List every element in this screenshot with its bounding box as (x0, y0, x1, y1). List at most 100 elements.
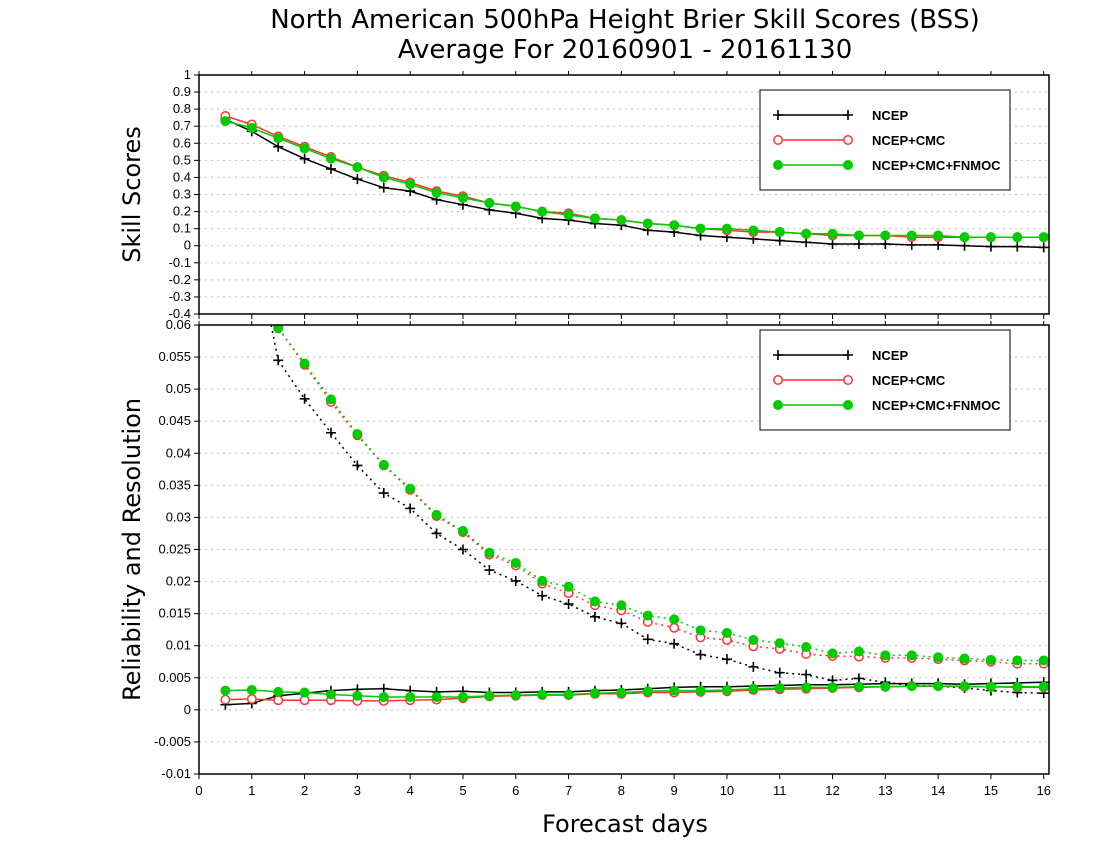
data-point (906, 650, 917, 661)
x-tick-label: 13 (878, 783, 892, 798)
data-point (695, 649, 706, 660)
data-point (933, 652, 944, 663)
data-point (220, 685, 231, 696)
data-point (906, 681, 917, 692)
x-tick-label: 15 (984, 783, 998, 798)
legend-marker (773, 350, 783, 360)
data-point (273, 695, 284, 706)
data-point (273, 141, 284, 152)
legend-label: NCEP (872, 108, 908, 123)
x-tick-label: 4 (407, 783, 414, 798)
legend-marker (843, 350, 853, 360)
data-point (827, 228, 838, 239)
data-point (484, 198, 495, 209)
data-point (721, 684, 732, 695)
data-point (510, 557, 521, 568)
data-point (299, 153, 310, 164)
y-tick-label: 0.055 (158, 349, 191, 364)
data-point (325, 394, 336, 405)
panel-1: -0.4 -0.3 -0.2 -0.1 0 0.1 0.2 0.3 0.4 0.5 0.6 0.7 0.… (118, 67, 1050, 321)
y-tick-label: 0.05 (166, 381, 191, 396)
data-point (589, 611, 600, 622)
y-tick-label: -0.4 (169, 306, 191, 321)
x-tick-label: 5 (459, 783, 466, 798)
y-tick-label: 0.8 (173, 101, 191, 116)
data-point (801, 237, 812, 248)
data-point (457, 525, 468, 536)
data-point (378, 172, 389, 183)
data-point (405, 692, 416, 703)
x-tick-label: 1 (248, 783, 255, 798)
y-axis-title: Skill Scores (118, 126, 146, 263)
data-point (721, 627, 732, 638)
data-point (299, 143, 310, 154)
data-point (537, 689, 548, 700)
data-point (985, 232, 996, 243)
data-point (352, 174, 363, 185)
data-point (510, 690, 521, 701)
data-point (669, 638, 680, 649)
data-point (299, 358, 310, 369)
y-tick-label: 0.01 (166, 638, 191, 653)
data-point (801, 641, 812, 652)
series-line-ncep-cmc (225, 685, 1044, 702)
x-tick-label: 14 (931, 783, 945, 798)
data-point (748, 634, 759, 645)
data-point (880, 650, 891, 661)
data-point (352, 460, 363, 471)
data-point (325, 153, 336, 164)
x-tick-label: 9 (671, 783, 678, 798)
y-tick-label: 0.03 (166, 509, 191, 524)
data-point (748, 661, 759, 672)
data-point (325, 427, 336, 438)
x-tick-label: 12 (825, 783, 839, 798)
x-tick-label: 11 (773, 783, 787, 798)
data-point (246, 684, 257, 695)
legend-marker (773, 135, 783, 145)
x-tick-label: 6 (512, 783, 519, 798)
data-point (405, 503, 416, 514)
data-point (247, 205, 256, 214)
data-point (933, 230, 944, 241)
y-axis-title: Reliability and Resolution (118, 398, 146, 701)
data-point (378, 488, 389, 499)
data-point (484, 565, 495, 576)
data-point (405, 483, 416, 494)
data-point (431, 509, 442, 520)
data-point (669, 614, 680, 625)
legend: NCEP NCEP+CMC NCEP+CMC+FNMOC (759, 89, 1011, 191)
data-point (774, 683, 785, 694)
x-tick-label: 16 (1036, 783, 1050, 798)
y-tick-label: 0.025 (158, 542, 191, 557)
series-group (220, 111, 1049, 253)
data-point (801, 228, 812, 239)
y-tick-label: 0.02 (166, 574, 191, 589)
data-point (378, 459, 389, 470)
legend-marker (843, 400, 853, 410)
data-point (457, 692, 468, 703)
data-point (801, 669, 812, 680)
data-point (748, 683, 759, 694)
y-tick-label: 0.3 (173, 187, 191, 202)
data-point (642, 686, 653, 697)
data-point (1038, 242, 1049, 253)
y-tick-label: -0.1 (169, 255, 191, 270)
data-point (880, 230, 891, 241)
data-point (563, 689, 574, 700)
data-point (1012, 241, 1023, 252)
data-point (325, 689, 336, 700)
data-point (431, 528, 442, 539)
data-point (273, 686, 284, 697)
data-point (985, 654, 996, 665)
data-point (378, 692, 389, 703)
legend-marker (773, 375, 783, 385)
series-line-ncep (270, 325, 1044, 694)
chart-title: North American 500hPa Height Brier Skill… (270, 5, 980, 35)
y-tick-label: 0 (184, 238, 191, 253)
data-point (616, 618, 627, 629)
y-tick-label: 0.035 (158, 477, 191, 492)
data-point (959, 653, 970, 664)
data-point (299, 393, 310, 404)
data-point (827, 682, 838, 693)
data-point (985, 681, 996, 692)
